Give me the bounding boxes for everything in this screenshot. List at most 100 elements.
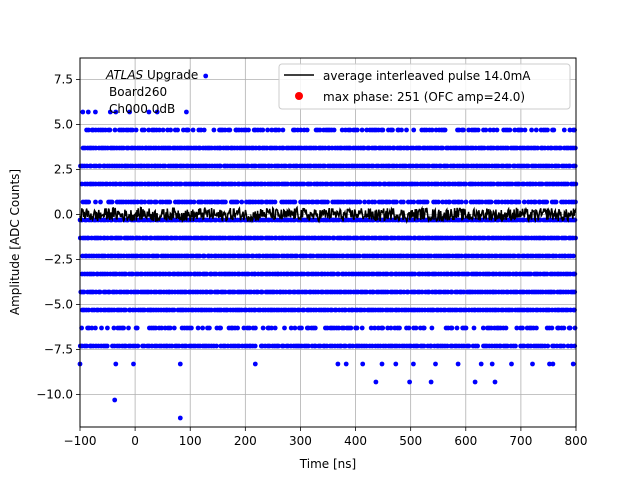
sample-point: [313, 145, 319, 151]
sample-point: [461, 235, 467, 241]
sample-point: [426, 289, 432, 295]
x-tick-label: −100: [64, 434, 97, 448]
annotation-atlas: ATLAS Upgrade: [105, 68, 198, 82]
sample-point: [80, 109, 86, 115]
sample-point: [269, 235, 275, 241]
x-tick-label: 400: [344, 434, 367, 448]
sample-point: [239, 199, 245, 205]
plot-frame: [79, 57, 577, 428]
sample-point: [292, 199, 298, 205]
sample-point: [550, 361, 556, 367]
sample-point: [331, 235, 337, 241]
sample-point: [379, 361, 385, 367]
sample-point: [372, 325, 378, 331]
sample-point: [236, 181, 242, 187]
sample-point: [121, 325, 126, 331]
sample-point: [475, 343, 480, 349]
x-tick-label: 0: [131, 434, 139, 448]
sample-point: [298, 127, 304, 133]
sample-point: [415, 343, 420, 349]
sample-point: [285, 181, 290, 187]
sample-point: [481, 145, 487, 151]
x-tick-label: 600: [454, 434, 477, 448]
legend-dot-marker: [295, 92, 303, 100]
sample-point: [199, 199, 205, 205]
annotation-atlas-rest: Upgrade: [143, 68, 198, 82]
sample-point: [218, 325, 224, 331]
sample-point: [310, 253, 316, 259]
sample-point: [442, 127, 448, 133]
sample-point: [84, 343, 89, 349]
sample-point: [516, 199, 522, 205]
sample-point: [168, 127, 174, 133]
sample-point: [380, 325, 386, 331]
sample-point: [348, 325, 354, 331]
sample-point: [325, 199, 330, 205]
sample-point: [404, 127, 409, 133]
sample-point: [107, 109, 113, 115]
sample-point: [388, 325, 394, 331]
sample-point: [539, 181, 545, 187]
sample-point: [556, 163, 561, 169]
sample-point: [494, 127, 500, 133]
sample-point: [421, 325, 427, 331]
sample-point: [357, 253, 362, 259]
x-tick-label: 700: [509, 434, 532, 448]
sample-point: [572, 325, 578, 331]
sample-point: [313, 343, 318, 349]
sample-point: [146, 253, 152, 259]
sample-point: [188, 235, 194, 241]
sample-point: [521, 181, 527, 187]
sample-point: [303, 289, 309, 295]
sample-point: [130, 127, 135, 133]
sample-point: [144, 235, 150, 241]
sample-point: [211, 127, 217, 133]
sample-point: [304, 127, 310, 133]
sample-point: [105, 325, 110, 331]
sample-point: [336, 217, 342, 223]
sample-point: [512, 253, 517, 259]
sample-point: [146, 109, 152, 115]
sample-point: [292, 325, 298, 331]
sample-point: [141, 127, 147, 133]
sample-point: [315, 199, 321, 205]
sample-point: [428, 379, 434, 385]
sample-point: [343, 307, 348, 313]
sample-point: [148, 235, 154, 241]
sample-point: [322, 163, 327, 169]
sample-point: [412, 271, 418, 277]
sample-point: [269, 325, 274, 331]
sample-point: [406, 325, 412, 331]
sample-point: [373, 235, 379, 241]
sample-point: [89, 325, 95, 331]
sample-point: [417, 145, 423, 151]
sample-point: [222, 289, 228, 295]
sample-point: [480, 325, 486, 331]
sample-point: [545, 343, 551, 349]
sample-point: [264, 145, 270, 151]
sample-point: [428, 343, 434, 349]
sample-point: [269, 163, 274, 169]
sample-point: [528, 271, 534, 277]
sample-point: [522, 127, 528, 133]
sample-point: [414, 181, 420, 187]
sample-point: [545, 127, 550, 133]
x-tick-label: 200: [234, 434, 257, 448]
sample-point: [513, 343, 518, 349]
sample-point: [570, 361, 576, 367]
sample-point: [553, 199, 559, 205]
sample-point: [449, 289, 455, 295]
sample-point: [347, 145, 353, 151]
annotation-atlas-italic: ATLAS: [105, 68, 144, 82]
sample-point: [488, 325, 494, 331]
sample-point: [544, 271, 550, 277]
sample-point: [248, 235, 254, 241]
sample-point: [246, 253, 252, 259]
sample-point: [426, 163, 432, 169]
sample-point: [561, 343, 567, 349]
sample-point: [362, 307, 367, 313]
sample-point: [459, 199, 464, 205]
sample-point: [567, 127, 573, 133]
sample-point: [159, 325, 165, 331]
